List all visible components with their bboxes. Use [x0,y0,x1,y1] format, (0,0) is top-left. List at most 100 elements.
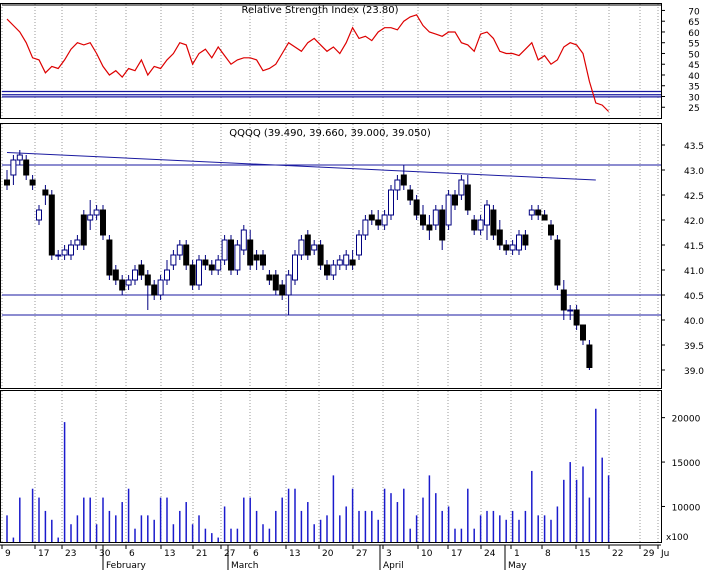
candle-body [432,209,439,226]
candle-body [458,179,465,196]
candle-body [119,279,126,291]
volume-tick-label: 15000 [672,459,701,469]
x-tick-label: 3 [386,549,392,559]
candle-body [266,274,273,281]
price-tick-label: 41.5 [684,242,704,252]
candle-body [368,214,375,221]
candle-body [554,239,561,286]
price-layer: 43.5 43.0 42.5 42.0 41.5 41.0 40.5 40.0 39.5 39.0 [2,142,704,377]
price-tick-label: 41.0 [684,267,704,277]
price-tick-label: 42.5 [684,192,704,202]
candle-body [304,234,311,256]
candle-body [221,239,228,261]
candle-body [548,224,554,236]
candle-body [48,194,55,256]
candle-body [93,209,100,216]
candle-body [100,209,106,236]
volume-layer: 20000 15000 10000 [6,408,701,542]
month-label: February [106,561,147,570]
price-tick-label: 43.5 [684,142,704,152]
candle-body [164,269,170,281]
x-tick-label: 1 [514,549,520,559]
month-label: May [508,561,527,570]
x-tick-label: 17 [451,549,462,559]
candle-body [528,209,535,216]
candle-body [157,279,164,296]
candle-body [285,274,292,296]
candle-body [298,239,305,256]
candle-body [560,289,567,311]
candle-body [535,209,542,216]
candle-body [445,194,452,226]
candle-body [394,179,401,191]
candle-body [23,159,30,176]
x-tick-label: 27 [224,549,235,559]
x-tick-label: 23 [65,549,76,559]
candle-body [61,249,68,256]
candle-body [388,189,394,216]
x-tick-label: 13 [289,549,300,559]
candle-body [407,189,414,201]
rsi-panel-frame [0,3,662,119]
candle-body [324,264,330,276]
candle-body [87,214,94,221]
candle-body [381,214,388,226]
rsi-tick-label: 50 [688,50,700,60]
candle-body [586,344,593,368]
x-tick-label: 8 [545,549,551,559]
x-tick-label: 10 [421,549,433,559]
candle-body [356,234,362,256]
x-tick-label: 24 [484,549,496,559]
price-panel-frame [0,123,662,389]
x-tick-label: Ju [660,549,669,559]
axis-layer: 9 17 23 30 6 13 21 27 6 13 20 27 3 10 17 24 1 8 15 22 29 Ju Fe… [0,544,669,570]
x-tick-label: 21 [196,549,207,559]
candle-body [144,274,151,286]
candle-body [247,239,254,266]
candle-body [503,244,510,251]
rsi-line [6,14,610,112]
x-tick-label: 30 [99,549,111,559]
candle-body [240,229,247,251]
candle-body [10,159,17,176]
rsi-tick-label: 65 [688,18,699,28]
price-tick-label: 40.5 [684,292,704,302]
candle-body [567,309,574,312]
candle-body [183,244,190,266]
candle-body [484,204,490,226]
candle-body [151,284,158,296]
candle-body [336,259,343,266]
x-tick-label: 6 [129,549,135,559]
price-tick-label: 39.5 [684,342,704,352]
x-tick-label: 13 [164,549,175,559]
candle-body [317,244,324,266]
candle-body [112,269,119,281]
volume-panel-frame [0,390,662,543]
candle-body [106,239,113,276]
rsi-tick-label: 25 [688,104,699,114]
candle-body [279,284,286,296]
candle-body [202,259,209,266]
x-tick-label: 6 [253,549,259,559]
volume-unit-label: x100 [666,533,689,543]
candle-body [132,269,138,281]
x-tick-label: 9 [5,549,11,559]
rsi-tick-label: 45 [688,61,699,71]
rsi-tick-label: 55 [688,40,699,50]
candle-body [426,224,433,231]
candle-body [509,244,516,251]
candle-body [516,234,522,251]
volume-tick-label: 20000 [672,415,701,425]
candle-body [260,254,266,266]
candle-body [196,259,202,286]
x-tick-label: 17 [38,549,49,559]
rsi-tick-label: 60 [688,29,700,39]
rsi-title: Relative Strength Index (23.80) [241,5,398,16]
price-title: QQQQ (39.490, 39.660, 39.000, 39.050) [229,128,431,139]
volume-tick-label: 10000 [672,503,701,513]
candle-body [208,264,215,271]
candle-body [4,179,10,186]
candle-body [420,214,426,226]
